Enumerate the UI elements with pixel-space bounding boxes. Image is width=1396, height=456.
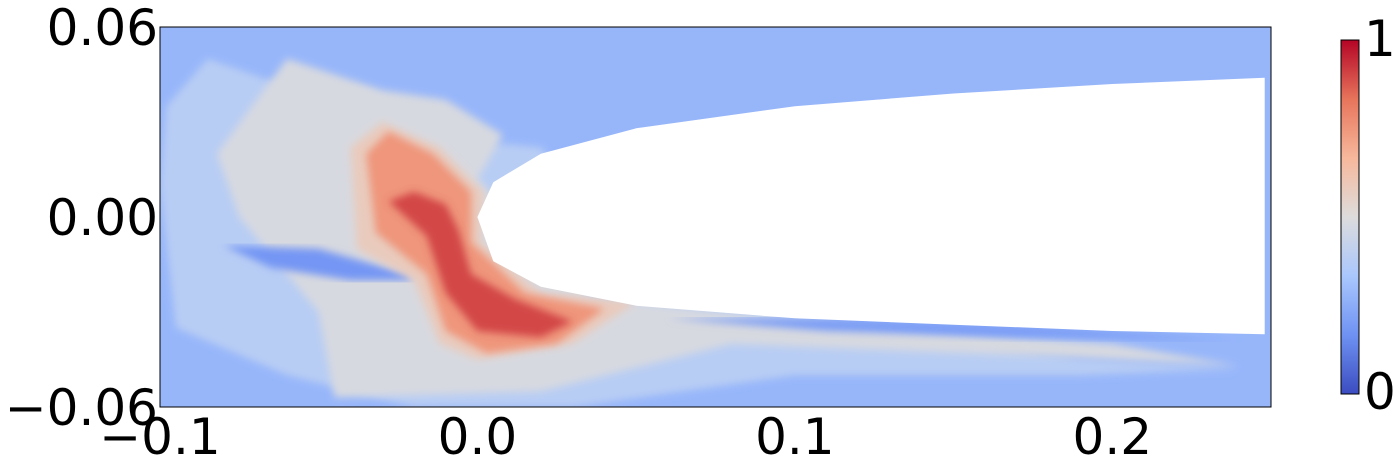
field-region-2 xyxy=(223,245,414,281)
y-tick-label: −0.06 xyxy=(5,379,158,437)
x-tick-label: 0.2 xyxy=(1073,408,1153,456)
field-region-6 xyxy=(388,191,573,338)
x-axis-tick-labels: −0.1 0.0 0.1 0.2 xyxy=(99,408,1152,456)
field-region-5 xyxy=(366,131,605,354)
y-axis-tick-labels: 0.06 0.00 −0.06 xyxy=(5,0,158,437)
heatmap-plot-area xyxy=(159,26,1272,408)
x-tick-label: 0.1 xyxy=(755,408,835,456)
colorbar-min-label: 0 xyxy=(1364,363,1396,421)
x-tick-label: −0.1 xyxy=(99,408,220,456)
airfoil-body xyxy=(477,77,1265,335)
y-tick-label: 0.00 xyxy=(47,189,158,247)
plot-frame xyxy=(159,26,1272,408)
colorbar: 1 0 xyxy=(1340,10,1396,421)
y-tick-label: 0.06 xyxy=(47,0,158,57)
colorbar-gradient xyxy=(1340,39,1360,395)
x-tick-label: 0.0 xyxy=(438,408,518,456)
colorbar-max-label: 1 xyxy=(1364,10,1396,68)
field-region-3 xyxy=(667,318,1240,341)
